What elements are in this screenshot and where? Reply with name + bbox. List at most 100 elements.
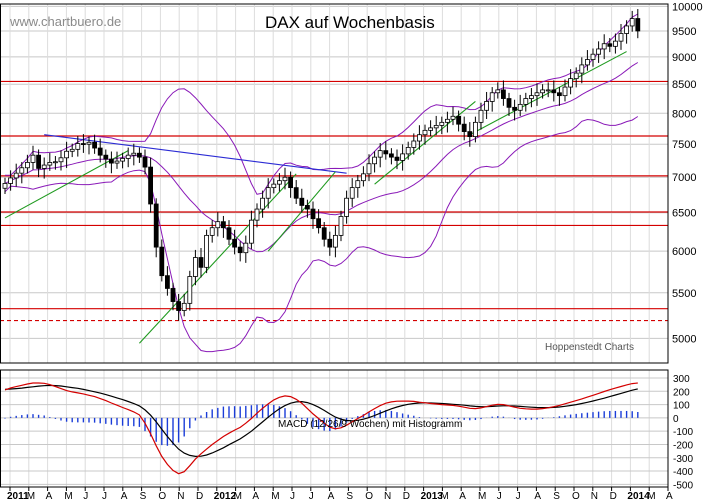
candle-body (433, 125, 439, 129)
candle-body (579, 64, 585, 74)
month-tick-label: N (177, 491, 184, 502)
month-tick-label: M (64, 491, 72, 502)
candle-body (299, 197, 305, 206)
candle-body (338, 216, 344, 236)
candle-body (64, 150, 69, 159)
macd-gridlines (0, 370, 669, 487)
month-tick-label: 2011 (7, 491, 29, 502)
candle-body (125, 154, 131, 159)
candle-body (405, 147, 411, 155)
month-tick-label: J (102, 491, 107, 502)
candle-body (450, 115, 456, 120)
macd-axis-labels: 300 200 100 0 -100 -200 -300 -400 -500 (673, 374, 693, 491)
candle-body (388, 153, 394, 158)
candle-body (472, 121, 478, 137)
candle-body (288, 176, 294, 189)
macd-tick-label: -100 (673, 427, 693, 438)
candle-body (444, 118, 450, 123)
candle-body (92, 141, 97, 149)
price-tick-label: 5500 (672, 288, 696, 300)
candle-body (349, 187, 355, 199)
candle-body (377, 150, 383, 158)
candle-body (517, 103, 523, 111)
candle-body (69, 148, 75, 152)
candle-body (30, 154, 36, 163)
candle-body (484, 101, 490, 111)
price-tick-label: 7500 (672, 139, 696, 151)
candle-body (562, 86, 568, 97)
candle-body (226, 227, 232, 240)
month-tick-label: S (553, 491, 560, 502)
candle-body (321, 227, 327, 240)
month-tick-label: M (440, 491, 448, 502)
upper-frame (0, 3, 669, 364)
candle-body (428, 127, 434, 131)
candle-body (394, 156, 400, 161)
month-tick-label: M (647, 491, 655, 502)
month-tick-label: 2014 (627, 491, 650, 502)
candle-body (316, 218, 322, 229)
macd-panel: 300 200 100 0 -100 -200 -300 -400 -500 MACD (12/… (0, 370, 693, 491)
panel-frames (0, 3, 669, 488)
candle-body (265, 187, 271, 199)
candle-body (276, 180, 282, 185)
candle-body (372, 156, 378, 165)
candle-body (232, 238, 238, 248)
candle-body (293, 187, 299, 199)
bollinger-band-line (4, 116, 639, 353)
candle-body (506, 98, 512, 108)
candle-body (159, 246, 165, 277)
macd-tick-label: -300 (673, 454, 693, 465)
candle-body (192, 257, 198, 277)
month-tick-label: O (158, 491, 166, 502)
price-tick-label: 9000 (672, 52, 696, 64)
macd-tick-label: -400 (673, 467, 693, 478)
candle-body (545, 89, 551, 92)
macd-lines (4, 382, 638, 475)
candle-body (383, 150, 389, 155)
month-tick-label: N (384, 491, 391, 502)
candle-body (120, 158, 125, 162)
candle-body (613, 40, 618, 47)
month-tick-label: S (346, 491, 353, 502)
candle-body (209, 227, 215, 236)
candle-body (461, 123, 467, 132)
month-tick-label: J (309, 491, 314, 502)
month-tick-label: M (234, 491, 242, 502)
candle-body (573, 72, 579, 80)
horizontal-levels (0, 80, 668, 322)
macd-tick-label: 200 (673, 387, 690, 398)
credit-label: Hoppenstedt Charts (545, 342, 634, 353)
candle-body (629, 18, 635, 27)
month-tick-label: A (328, 491, 335, 502)
candle-body (590, 53, 596, 60)
month-tick-label: O (365, 491, 373, 502)
candle-body (271, 183, 277, 189)
candle-body (53, 161, 58, 164)
candle-body (131, 152, 137, 156)
candle-body (500, 89, 506, 99)
signal-line (4, 384, 638, 458)
candle-body (624, 25, 629, 34)
candle-body (618, 33, 624, 42)
candle-body (596, 48, 601, 55)
candle-body (355, 180, 361, 189)
candle-body (495, 89, 501, 94)
candle-body (607, 43, 613, 47)
candle-body (47, 162, 53, 166)
month-tick-label: O (572, 491, 580, 502)
month-tick-label: S (140, 491, 147, 502)
candle-body (366, 163, 372, 175)
watermark: www.chartbuero.de (9, 14, 121, 29)
upper-panel: 5000 5500 6000 6500 7000 7500 8000 8500 9000 9500… (0, 1, 703, 363)
candle-body (109, 158, 114, 164)
candle-body (2, 183, 8, 189)
candle-body (512, 106, 517, 111)
month-tick-label: 2012 (214, 491, 237, 502)
price-tick-label: 6000 (672, 246, 696, 258)
month-tick-label: A (252, 491, 259, 502)
month-tick-label: M (271, 491, 279, 502)
candle-body (36, 154, 41, 169)
candle-body (170, 288, 176, 302)
